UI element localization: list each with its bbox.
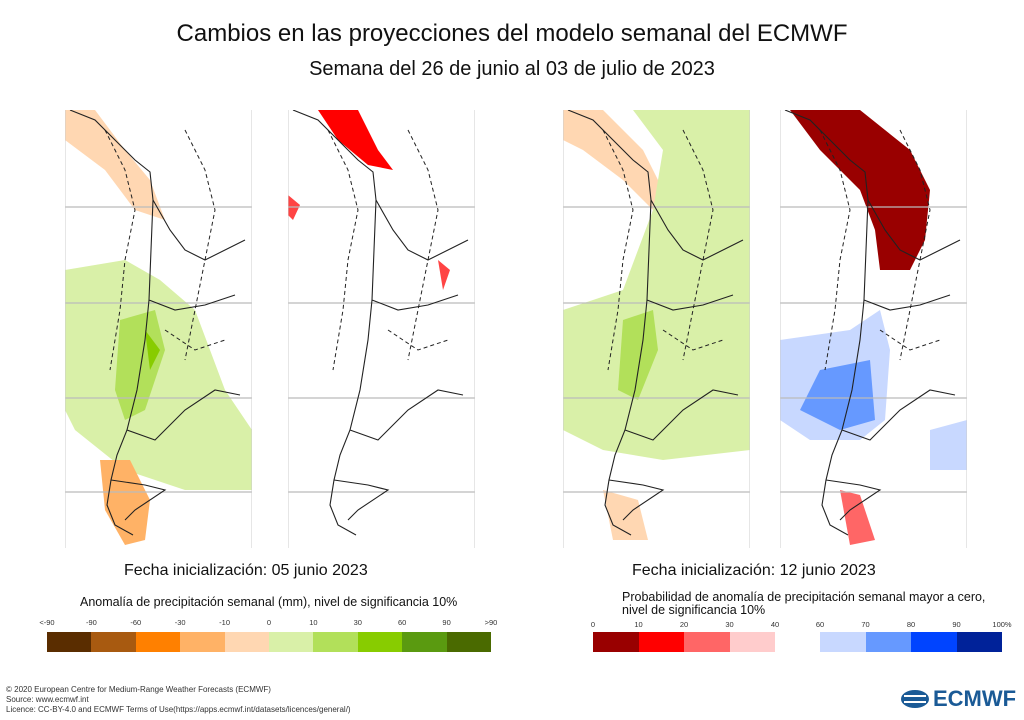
legend-tick: 60 [815,620,825,629]
map-panel-2 [288,110,475,548]
right-init-date: Fecha inicialización: 12 junio 2023 [632,562,876,579]
legend-tick: 10 [309,618,318,627]
ecmwf-logo: ECMWF [900,686,1016,712]
legend-tick: -30 [174,618,186,627]
left-legend-title: Anomalía de precipitación semanal (mm), … [80,595,458,609]
right-legend-high: 60 70 80 90 100% [816,620,1012,660]
legend-tick: <-90 [39,618,55,627]
right-legend-low: 0 10 20 30 40 [590,620,779,660]
page-title: Cambios en las proyecciones del modelo s… [176,20,848,47]
map-panel-1 [65,110,252,548]
left-legend: <-90 -90 -60 -30 -10 0 10 30 60 90 >90 [39,618,497,658]
right-legend-title-1: Probabilidad de anomalía de precipitació… [622,590,986,604]
legend-tick: 90 [952,620,961,629]
map-panel-4 [780,110,967,548]
footer-copyright: © 2020 European Centre for Medium-Range … [6,685,271,694]
legend-tick: 90 [442,618,451,627]
legend-swatch [269,632,314,652]
footer-source: Source: www.ecmwf.int [6,695,89,704]
legend-swatch [956,632,1002,652]
ecmwf-logo-text: ECMWF [933,686,1017,711]
legend-swatch [446,632,492,652]
legend-swatch [638,632,684,652]
legend-swatch [684,632,730,652]
legend-tick: 100% [992,620,1012,629]
legend-swatch [180,632,225,652]
map-panel-3 [563,110,750,548]
legend-swatch [91,632,136,652]
legend-swatch [865,632,911,652]
legend-tick: 30 [353,618,362,627]
footer-licence: Licence: CC-BY-4.0 and ECMWF Terms of Us… [6,705,351,714]
legend-swatch [820,632,866,652]
legend-tick: 0 [266,618,272,627]
ecmwf-logo-icon [901,690,929,708]
legend-swatch [911,632,957,652]
legend-tick: -10 [219,618,231,627]
left-init-date: Fecha inicialización: 05 junio 2023 [124,562,368,579]
legend-tick: >90 [484,618,498,627]
legend-swatch [224,632,270,652]
legend-tick: 20 [679,620,689,629]
legend-tick: 40 [770,620,780,629]
legend-swatch [729,632,775,652]
legend-swatch [135,632,181,652]
legend-tick: -90 [85,618,97,627]
legend-tick: 0 [590,620,596,629]
legend-tick: -60 [130,618,142,627]
legend-tick: 70 [861,620,870,629]
legend-swatch [357,632,403,652]
legend-tick: 60 [398,618,407,627]
legend-swatch [593,632,639,652]
legend-tick: 10 [634,620,643,629]
legend-swatch [47,632,92,652]
footer-credits: © 2020 European Centre for Medium-Range … [6,685,351,715]
legend-tick: 30 [725,620,734,629]
legend-swatch [402,632,447,652]
legend-swatch [313,632,358,652]
legend-tick: 80 [906,620,916,629]
right-legend-title-2: nivel de significancia 10% [622,603,766,617]
page-subtitle: Semana del 26 de junio al 03 de julio de… [309,58,715,80]
